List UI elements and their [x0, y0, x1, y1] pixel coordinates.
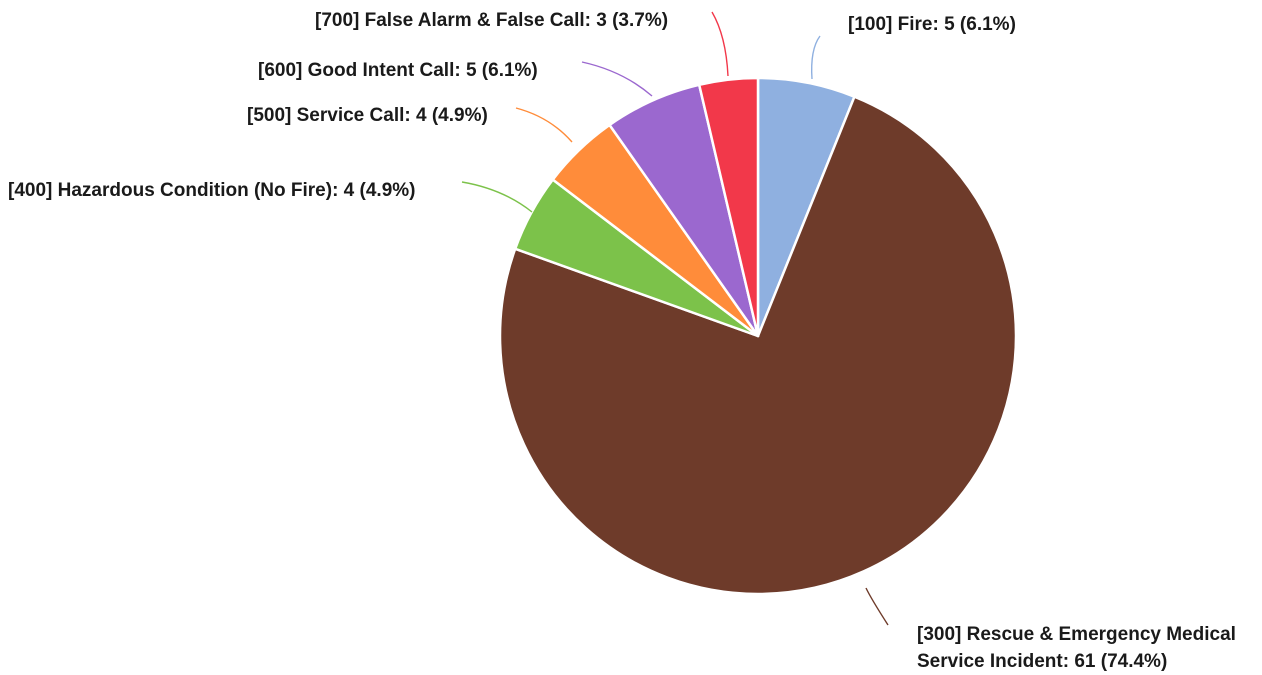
- leader-line: [812, 36, 820, 79]
- slice-label: [500] Service Call: 4 (4.9%): [247, 105, 488, 126]
- leader-line: [462, 182, 532, 212]
- slice-label: [300] Rescue & Emergency Medical: [917, 624, 1236, 645]
- leader-line: [866, 588, 888, 625]
- slice-label: Service Incident: 61 (74.4%): [917, 651, 1167, 672]
- slice-label: [100] Fire: 5 (6.1%): [848, 14, 1016, 35]
- pie-slices: [500, 78, 1016, 594]
- slice-label: [400] Hazardous Condition (No Fire): 4 (…: [8, 180, 415, 201]
- leader-line: [582, 62, 652, 96]
- slice-label: [600] Good Intent Call: 5 (6.1%): [258, 60, 538, 81]
- leader-line: [516, 108, 572, 142]
- leader-line: [712, 12, 728, 76]
- slice-label: [700] False Alarm & False Call: 3 (3.7%): [315, 10, 668, 31]
